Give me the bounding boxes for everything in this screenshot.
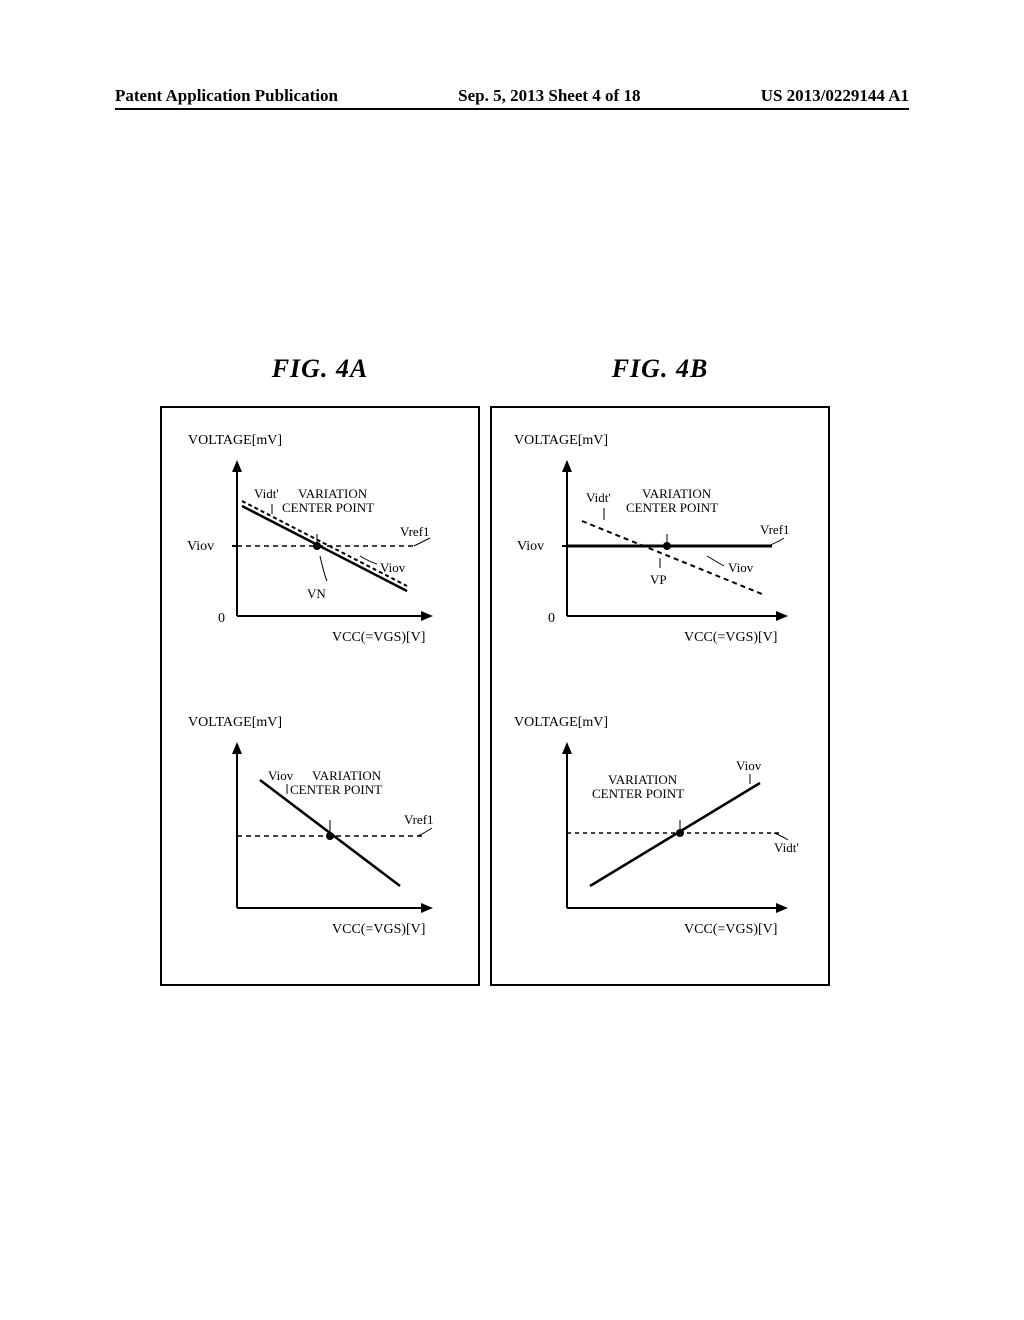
xlabel: VCC(=VGS)[V] <box>332 922 425 937</box>
centerpoint-label: CENTER POINT <box>626 500 718 515</box>
page-header: Patent Application Publication Sep. 5, 2… <box>0 86 1024 106</box>
center-point-dot <box>676 829 684 837</box>
figure-4a: FIG. 4A <box>160 354 480 986</box>
xlabel: VCC(=VGS)[V] <box>684 630 777 645</box>
viov-y-label: Viov <box>517 539 544 554</box>
centerpoint-label: CENTER POINT <box>282 500 374 515</box>
chart-4b-top: VOLTAGE[mV] 0 Viov Vidt' VARIATION CENTE… <box>512 426 822 676</box>
x-axis-arrow <box>776 611 788 621</box>
chart-4a-bottom: VOLTAGE[mV] Viov VARIATION CENTER POINT … <box>182 708 462 958</box>
chart-4a-top: VOLTAGE[mV] 0 Viov Vidt' VARIATION CENTE… <box>182 426 462 676</box>
vidt-label: Vidt' <box>586 490 611 505</box>
center-point-dot <box>663 542 671 550</box>
viov-leader <box>707 556 724 566</box>
figure-4a-panel: VOLTAGE[mV] 0 Viov Vidt' VARIATION CENTE… <box>160 406 480 986</box>
vn-label: VN <box>307 586 326 601</box>
chart-4b-top-svg: VOLTAGE[mV] 0 Viov Vidt' VARIATION CENTE… <box>512 426 822 676</box>
variation-label: VARIATION <box>298 486 368 501</box>
viov-right-label: Viov <box>380 560 406 575</box>
chart-4b-bottom: VOLTAGE[mV] VARIATION CENTER POINT Viov … <box>512 708 822 958</box>
vref1-label: Vref1 <box>404 812 434 827</box>
header-right: US 2013/0229144 A1 <box>761 86 909 106</box>
vidt-label: Vidt' <box>774 840 799 855</box>
vref1-label: Vref1 <box>400 524 430 539</box>
ylabel: VOLTAGE[mV] <box>188 433 282 448</box>
y-axis-arrow <box>562 742 572 754</box>
variation-label: VARIATION <box>642 486 712 501</box>
ylabel: VOLTAGE[mV] <box>514 433 608 448</box>
center-point-dot <box>326 832 334 840</box>
figure-row: FIG. 4A <box>160 354 909 986</box>
viov-label: Viov <box>736 758 762 773</box>
header-left: Patent Application Publication <box>115 86 338 106</box>
viov-label: Viov <box>268 768 294 783</box>
chart-4a-bottom-svg: VOLTAGE[mV] Viov VARIATION CENTER POINT … <box>182 708 462 958</box>
zero-label: 0 <box>548 611 555 626</box>
vidt-label: Vidt' <box>254 486 279 501</box>
zero-label: 0 <box>218 611 225 626</box>
header-rule <box>115 108 909 110</box>
vref1-leader <box>768 538 784 546</box>
chart-4b-bottom-svg: VOLTAGE[mV] VARIATION CENTER POINT Viov … <box>512 708 822 958</box>
solid-diagonal <box>242 506 407 591</box>
centerpoint-label: CENTER POINT <box>290 782 382 797</box>
figure-4b-title: FIG. 4B <box>612 354 709 384</box>
figure-4b: FIG. 4B <box>490 354 830 986</box>
xlabel: VCC(=VGS)[V] <box>332 630 425 645</box>
y-axis-arrow <box>232 742 242 754</box>
variation-label: VARIATION <box>608 772 678 787</box>
vidt-leader <box>774 833 788 840</box>
y-axis-arrow <box>232 460 242 472</box>
viov-right-label: Viov <box>728 560 754 575</box>
viov-y-label: Viov <box>187 539 214 554</box>
xlabel: VCC(=VGS)[V] <box>684 922 777 937</box>
x-axis-arrow <box>421 903 433 913</box>
centerpoint-label: CENTER POINT <box>592 786 684 801</box>
chart-4a-top-svg: VOLTAGE[mV] 0 Viov Vidt' VARIATION CENTE… <box>182 426 462 676</box>
header-center: Sep. 5, 2013 Sheet 4 of 18 <box>458 86 640 106</box>
x-axis-arrow <box>776 903 788 913</box>
ylabel: VOLTAGE[mV] <box>188 715 282 730</box>
figure-4a-title: FIG. 4A <box>272 354 369 384</box>
vref1-label: Vref1 <box>760 522 790 537</box>
variation-label: VARIATION <box>312 768 382 783</box>
vref1-leader <box>414 538 430 546</box>
figure-4b-panel: VOLTAGE[mV] 0 Viov Vidt' VARIATION CENTE… <box>490 406 830 986</box>
y-axis-arrow <box>562 460 572 472</box>
vref1-leader <box>418 828 432 836</box>
ylabel: VOLTAGE[mV] <box>514 715 608 730</box>
vp-label: VP <box>650 572 667 587</box>
x-axis-arrow <box>421 611 433 621</box>
vidt-dashed-line <box>582 521 762 594</box>
vn-leader <box>320 556 327 581</box>
